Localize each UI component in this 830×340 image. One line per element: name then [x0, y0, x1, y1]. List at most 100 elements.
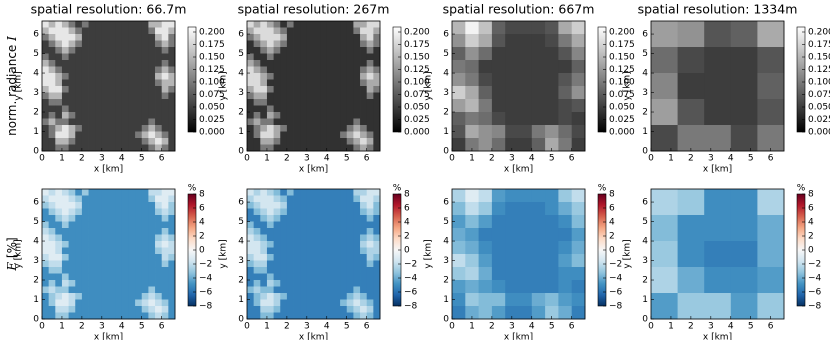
heatmap-cell — [491, 306, 506, 320]
heatmap-cell — [141, 221, 149, 229]
heatmap-cell — [115, 105, 123, 113]
heatmap-cell — [677, 73, 705, 100]
heatmap-cell — [42, 118, 50, 126]
heatmap-cell — [491, 293, 506, 307]
heatmap-cell — [273, 241, 281, 248]
heatmap-cell — [141, 21, 149, 28]
heatmap-cell — [128, 260, 136, 268]
heatmap-cell — [128, 228, 136, 235]
heatmap-cell — [558, 202, 573, 216]
heatmap-cell — [135, 273, 143, 281]
heatmap-cell — [168, 112, 176, 119]
heatmap-cell — [68, 293, 76, 300]
heatmap-cell — [340, 267, 348, 274]
heatmap-cell — [161, 86, 169, 93]
heatmap-cell — [704, 241, 732, 268]
heatmap-cell — [48, 215, 56, 222]
heatmap-cell — [88, 34, 96, 41]
heatmap-cell — [286, 254, 294, 261]
heatmap-cell — [505, 254, 519, 268]
heatmap-cell — [320, 131, 328, 139]
heatmap-cell — [340, 79, 348, 87]
heatmap-cell — [108, 131, 116, 139]
heatmap-cell — [101, 40, 109, 48]
y-tick-label: 4 — [33, 237, 39, 247]
y-axis-label: y [km] — [14, 239, 24, 268]
heatmap-cell — [293, 299, 301, 307]
heatmap-cell — [373, 131, 381, 139]
colorbar-tick-label: 0.125 — [199, 65, 225, 75]
colorbar-tick-label: 0 — [808, 246, 814, 256]
heatmap-cell — [75, 241, 83, 248]
x-tick-label: 0 — [244, 322, 250, 332]
heatmap-cell — [81, 118, 89, 126]
heatmap-cell — [61, 189, 69, 196]
heatmap-cell — [273, 125, 281, 132]
heatmap-cell — [280, 208, 288, 216]
heatmap-cell — [128, 53, 136, 61]
heatmap-cell — [68, 40, 76, 48]
heatmap-cell — [326, 118, 334, 126]
heatmap-cell — [280, 260, 288, 268]
colorbar-tick-label: −8 — [609, 302, 623, 312]
heatmap-cell — [88, 208, 96, 216]
heatmap-cell — [61, 228, 69, 235]
heatmap-cell — [518, 280, 533, 294]
heatmap-cell — [366, 260, 374, 268]
heatmap-cell — [260, 299, 268, 307]
heatmap-cell — [313, 86, 321, 93]
heatmap-cell — [353, 138, 361, 145]
heatmap-cell — [168, 138, 176, 145]
heatmap-cell — [373, 86, 381, 93]
heatmap-cell — [273, 47, 281, 54]
heatmap-cell — [61, 60, 69, 67]
heatmap-cell — [286, 286, 294, 294]
heatmap-cell — [168, 215, 176, 222]
heatmap-cell — [280, 299, 288, 307]
panel-title: spatial resolution: 66.7m — [31, 2, 187, 17]
heatmap-cell — [340, 202, 348, 209]
heatmap-cell — [366, 79, 374, 87]
heatmap-cell — [75, 86, 83, 93]
heatmap-cell — [141, 306, 149, 313]
heatmap-cell — [42, 208, 50, 216]
heatmap-cell — [373, 60, 381, 67]
heatmap-cell — [360, 299, 368, 307]
colorbar-tick-label: 0.075 — [808, 90, 830, 100]
heatmap-cell — [168, 286, 176, 294]
heatmap-cell — [293, 86, 301, 93]
heatmap-cell — [48, 112, 56, 119]
heatmap-cell — [135, 21, 143, 28]
heatmap-cell — [505, 202, 519, 216]
heatmap-cell — [135, 306, 143, 313]
heatmap-cell — [545, 21, 559, 35]
heatmap-cell — [155, 286, 163, 294]
heatmap-cell — [121, 27, 129, 35]
row-label-text: [%] — [5, 237, 19, 262]
heatmap-cell — [121, 66, 129, 74]
heatmap-cell — [247, 221, 255, 229]
heatmap-cell — [333, 21, 341, 28]
heatmap-cell — [61, 118, 69, 126]
heatmap-cell — [266, 99, 274, 106]
heatmap-cell — [247, 228, 255, 235]
heatmap-cell — [247, 299, 255, 307]
colorbar-tick-label: −6 — [609, 288, 623, 298]
heatmap-cell — [75, 27, 83, 35]
heatmap-cell — [353, 306, 361, 313]
heatmap-cell — [260, 53, 268, 61]
heatmap-cell — [730, 21, 758, 48]
heatmap-cell — [286, 260, 294, 268]
heatmap-cell — [333, 280, 341, 287]
heatmap-cell — [518, 189, 533, 203]
heatmap-cell — [101, 21, 109, 28]
heatmap-cell — [88, 312, 96, 320]
heatmap-cell — [121, 125, 129, 132]
heatmap-cell — [757, 241, 785, 268]
heatmap-cell — [61, 202, 69, 209]
heatmap-cell — [148, 73, 156, 80]
heatmap-cell — [366, 286, 374, 294]
colorbar-tick-label: −2 — [199, 260, 212, 270]
heatmap-cell — [306, 118, 314, 126]
heatmap-cell — [81, 247, 89, 255]
